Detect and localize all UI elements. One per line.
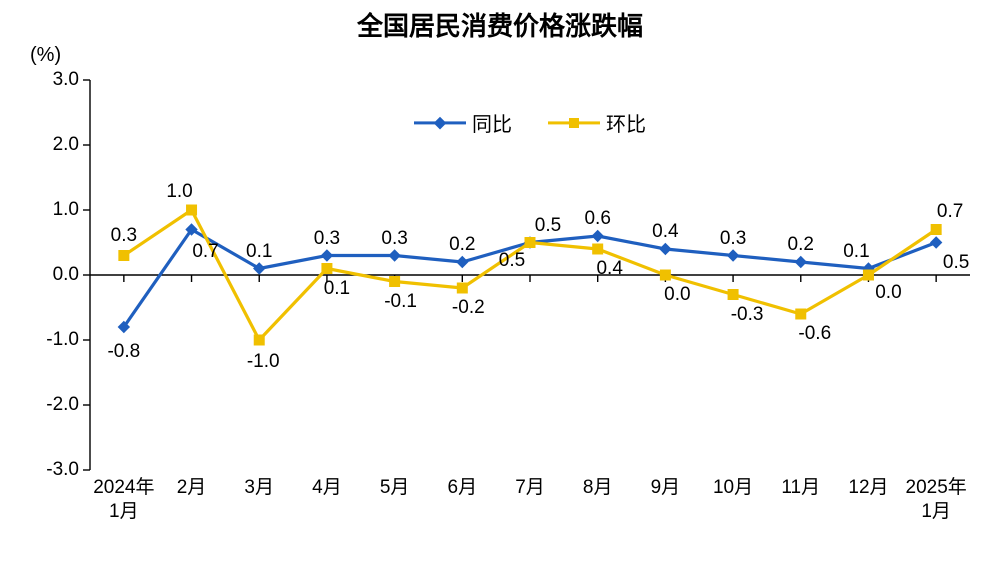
xtick-label: 10月 (713, 476, 753, 500)
xtick-label: 2024年 1月 (93, 476, 154, 524)
data-label: 0.4 (652, 221, 678, 243)
xtick-label: 2月 (177, 476, 207, 500)
data-label: 0.5 (535, 215, 561, 237)
data-label: -0.8 (107, 341, 140, 363)
data-label: 0.1 (246, 241, 272, 263)
data-label: -0.2 (452, 297, 485, 319)
ytick-label: 1.0 (19, 199, 79, 221)
xtick-label: 3月 (244, 476, 274, 500)
xtick-label: 9月 (651, 476, 681, 500)
data-label: 0.4 (596, 258, 622, 280)
ytick-label: 3.0 (19, 69, 79, 91)
legend-label: 同比 (472, 108, 512, 137)
ytick-label: -2.0 (19, 394, 79, 416)
data-label: 0.2 (788, 234, 814, 256)
data-label: 0.1 (324, 278, 350, 300)
ytick-label: -3.0 (19, 459, 79, 481)
data-label: -0.6 (798, 323, 831, 345)
data-label: -0.1 (384, 291, 417, 313)
data-label: 0.3 (111, 225, 137, 247)
data-label: -1.0 (247, 351, 280, 373)
data-label: 0.0 (875, 282, 901, 304)
data-label: 0.3 (381, 228, 407, 250)
xtick-label: 2025年 1月 (906, 476, 967, 524)
legend-swatch (414, 117, 466, 129)
xtick-label: 7月 (515, 476, 545, 500)
xtick-label: 12月 (848, 476, 888, 500)
legend-item: 同比 (414, 108, 512, 137)
xtick-label: 6月 (448, 476, 478, 500)
xtick-label: 11月 (781, 476, 820, 500)
data-label: 0.0 (664, 284, 690, 306)
legend-label: 环比 (606, 108, 646, 137)
data-label: 0.6 (584, 208, 610, 230)
xtick-label: 8月 (583, 476, 613, 500)
line-chart: 全国居民消费价格涨跌幅 (%) 同比环比 -3.0-2.0-1.00.01.02… (0, 0, 1000, 574)
legend-item: 环比 (548, 108, 646, 137)
data-label: 0.5 (943, 252, 969, 274)
data-label: 0.2 (449, 234, 475, 256)
data-label: 0.3 (314, 228, 340, 250)
ytick-label: 2.0 (19, 134, 79, 156)
data-label: 0.7 (937, 201, 963, 223)
data-label: 1.0 (166, 181, 192, 203)
xtick-label: 4月 (312, 476, 342, 500)
data-label: -0.3 (731, 304, 764, 326)
data-label: 0.7 (192, 241, 218, 263)
ytick-label: 0.0 (19, 264, 79, 286)
ytick-label: -1.0 (19, 329, 79, 351)
xtick-label: 5月 (380, 476, 410, 500)
legend: 同比 环比 (414, 108, 646, 137)
data-label: 0.1 (843, 241, 869, 263)
legend-swatch (548, 117, 600, 129)
data-label: 0.5 (499, 250, 525, 272)
data-label: 0.3 (720, 228, 746, 250)
